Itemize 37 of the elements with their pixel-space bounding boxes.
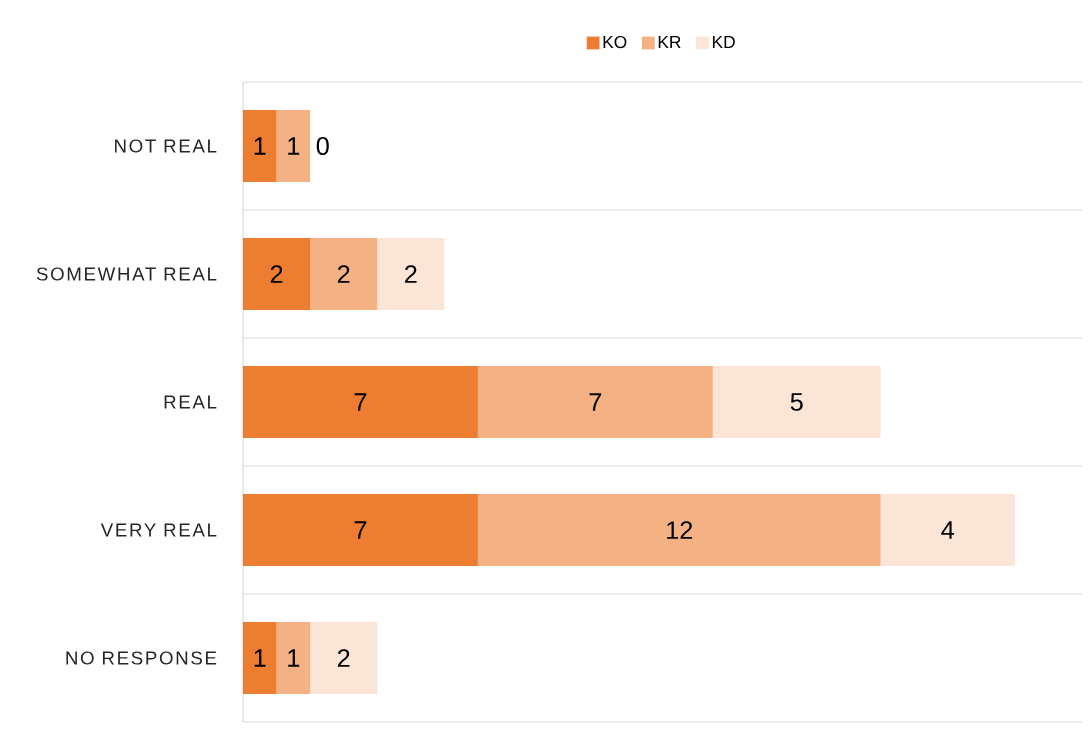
- data-label: 2: [337, 265, 350, 283]
- data-label: 7: [589, 393, 602, 411]
- legend-label: KO: [603, 35, 627, 49]
- y-tick-label: NO RESPONSE: [66, 651, 217, 665]
- data-label: 7: [354, 393, 367, 411]
- bar: [243, 494, 478, 567]
- bar: [712, 366, 881, 439]
- bar: [243, 238, 311, 311]
- bar: [276, 622, 311, 695]
- data-label: 4: [941, 521, 955, 539]
- y-tick-label: NOT REAL: [115, 139, 217, 153]
- bar: [477, 494, 881, 567]
- data-label: 7: [354, 521, 367, 539]
- data-label: 2: [337, 649, 350, 667]
- bar: [310, 622, 378, 695]
- bar: [243, 366, 478, 439]
- bar: [477, 366, 713, 439]
- bar: [880, 494, 1015, 567]
- bar: [243, 110, 277, 183]
- data-label: 2: [270, 265, 283, 283]
- bar: [243, 622, 277, 695]
- data-label: 1: [288, 137, 300, 155]
- data-label: 5: [790, 393, 803, 411]
- bar: [276, 110, 311, 183]
- data-label: 2: [405, 265, 417, 283]
- bar: [377, 238, 445, 311]
- data-label: 1: [254, 649, 266, 667]
- bar: [310, 238, 378, 311]
- y-tick-label: VERY REAL: [100, 523, 217, 537]
- data-label: 12: [667, 521, 693, 539]
- data-label: 1: [288, 649, 300, 667]
- data-label: 1: [254, 137, 266, 155]
- legend-label: KD: [712, 36, 735, 48]
- y-tick-label: REAL: [164, 395, 217, 409]
- legend-label: KR: [658, 36, 681, 48]
- y-tick-label: SOMEWHAT REAL: [36, 267, 217, 281]
- data-label: 0: [316, 137, 329, 155]
